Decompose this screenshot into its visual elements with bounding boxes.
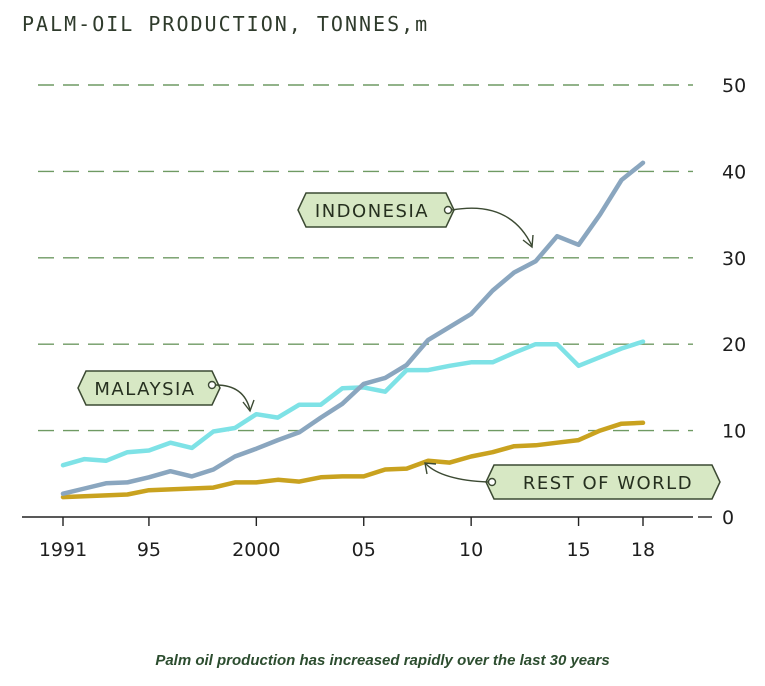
label-indonesia-tag (297, 192, 455, 228)
series-line-rest-of-world (60, 420, 646, 500)
label-malaysia-text: MALAYSIA (94, 379, 195, 400)
y-tick-label-30: 30 (722, 248, 746, 270)
x-tick-label-1991: 1991 (39, 539, 87, 561)
label-malaysia-tag (77, 370, 221, 406)
series-line-malaysia (60, 339, 646, 468)
x-tick-label-2000: 2000 (232, 539, 280, 561)
x-tick-label-18: 18 (631, 539, 655, 561)
label-rest-of-world-leader (425, 463, 489, 483)
y-tick-label-40: 40 (722, 161, 746, 183)
label-indonesia-arrowhead (522, 234, 534, 249)
y-axis-ticks: 0 10 20 30 40 50 (722, 75, 746, 529)
label-rest-of-world-text: REST OF WORLD (523, 473, 693, 494)
label-indonesia-leader (451, 207, 533, 247)
label-rest-of-world-arrowhead (424, 462, 437, 475)
series-line-indonesia (60, 160, 646, 496)
label-malaysia: MALAYSIA (77, 370, 255, 413)
x-tick-label-15: 15 (566, 539, 590, 561)
series-lines (60, 160, 646, 500)
y-tick-label-10: 10 (722, 421, 746, 443)
grid-lines (38, 84, 693, 432)
chart-caption: Palm oil production has increased rapidl… (155, 652, 610, 669)
label-rest-of-world: REST OF WORLD (424, 462, 721, 500)
label-malaysia-arrowhead (242, 399, 255, 413)
x-tick-label-10: 10 (459, 539, 483, 561)
label-malaysia-dot (207, 380, 217, 390)
x-tick-label-05: 05 (352, 539, 376, 561)
y-tick-label-0: 0 (722, 507, 734, 529)
label-indonesia-dot (443, 205, 453, 215)
y-tick-label-50: 50 (722, 75, 746, 97)
label-rest-of-world-dot (487, 477, 497, 487)
label-malaysia-leader (215, 384, 251, 411)
label-indonesia-text: INDONESIA (315, 201, 429, 222)
label-indonesia: INDONESIA (297, 192, 534, 249)
y-tick-label-20: 20 (722, 334, 746, 356)
chart-title: PALM-OIL PRODUCTION, TONNES,m (22, 12, 429, 36)
x-tick-label-95: 95 (137, 539, 161, 561)
x-axis-ticks: 1991 95 2000 05 10 15 18 (39, 517, 655, 561)
